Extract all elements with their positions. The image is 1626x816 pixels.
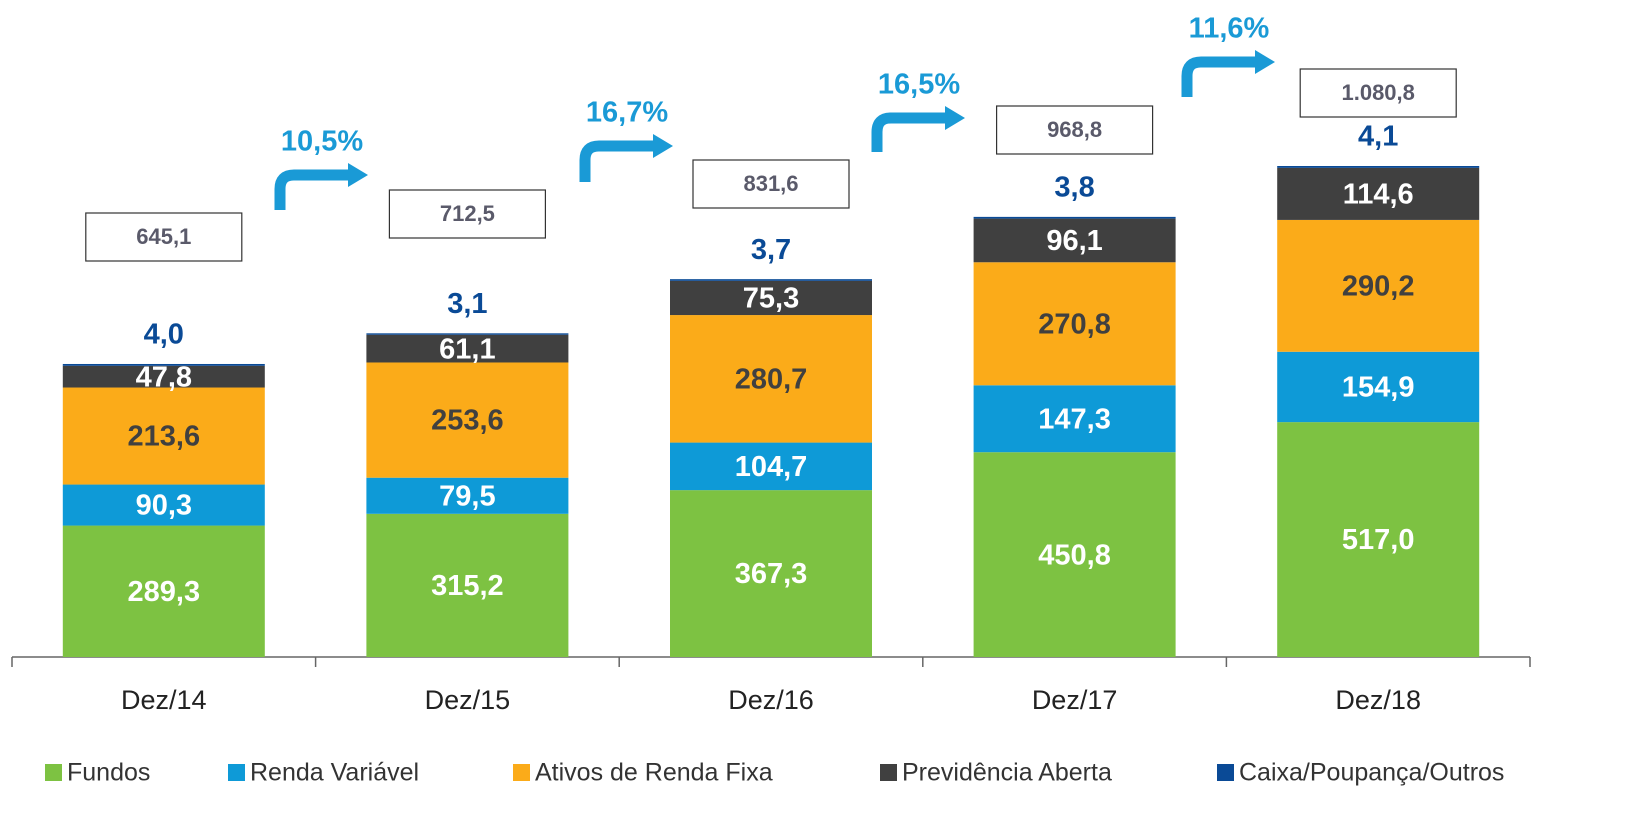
bar-segment — [973, 262, 1176, 386]
data-label: 47,8 — [136, 361, 192, 393]
bar-segment — [1277, 422, 1480, 657]
bar-segment — [1277, 166, 1480, 168]
bar-segment — [1277, 351, 1480, 423]
data-label: 289,3 — [128, 576, 201, 608]
data-label: 90,3 — [136, 490, 192, 522]
data-label: 147,3 — [1038, 403, 1111, 435]
legend-swatch — [45, 764, 62, 781]
bar-segment — [670, 490, 872, 657]
legend-label: Caixa/Poupança/Outros — [1239, 759, 1504, 787]
growth-label: 16,5% — [878, 69, 960, 101]
data-label: 96,1 — [1046, 225, 1102, 257]
bar-segment — [62, 387, 265, 485]
data-label: 213,6 — [128, 421, 201, 453]
data-label: 517,0 — [1342, 524, 1415, 556]
legend-label: Renda Variável — [250, 759, 419, 787]
data-label: 315,2 — [431, 570, 504, 602]
data-label: 104,7 — [735, 451, 808, 483]
bar-segment — [973, 216, 1176, 219]
bar-segment — [670, 315, 872, 443]
total-box — [388, 189, 546, 239]
total-label: 968,8 — [1047, 117, 1102, 142]
total-label: 831,6 — [743, 171, 798, 196]
bar-segment — [366, 362, 569, 478]
legend-label: Fundos — [67, 759, 150, 787]
data-label: 270,8 — [1038, 308, 1111, 340]
x-tick-label: Dez/16 — [728, 685, 814, 715]
growth-arrow — [871, 112, 947, 152]
x-tick-label: Dez/14 — [121, 685, 207, 715]
data-label: 3,8 — [1054, 172, 1094, 204]
legend-swatch — [513, 764, 530, 781]
data-label: 290,2 — [1342, 270, 1415, 302]
bar-segment — [670, 279, 872, 281]
total-label: 645,1 — [136, 224, 191, 249]
data-label: 3,7 — [751, 234, 791, 266]
bar-segment — [973, 385, 1176, 453]
x-tick-label: Dez/17 — [1032, 685, 1118, 715]
legend-label: Previdência Aberta — [902, 759, 1112, 787]
bar-segment — [1277, 219, 1480, 352]
x-tick-label: Dez/15 — [425, 685, 511, 715]
bar-segment — [670, 442, 872, 491]
arrow-head — [945, 106, 965, 130]
legend-swatch — [880, 764, 897, 781]
data-label: 253,6 — [431, 405, 504, 437]
data-label: 3,1 — [447, 288, 487, 320]
bar-segment — [62, 365, 265, 388]
bar-segment — [62, 525, 265, 657]
total-box — [692, 159, 850, 209]
data-label: 4,0 — [144, 319, 184, 351]
arrow-head — [653, 134, 673, 158]
legend-label: Ativos de Renda Fixa — [535, 759, 773, 787]
data-label: 75,3 — [743, 283, 799, 315]
growth-label: 10,5% — [281, 126, 363, 158]
bar-segment — [366, 334, 569, 363]
legend-swatch — [228, 764, 245, 781]
bar-segment — [1277, 167, 1480, 220]
growth-arrow — [579, 140, 655, 182]
data-label: 280,7 — [735, 363, 808, 395]
data-label: 4,1 — [1358, 121, 1398, 153]
total-box — [85, 212, 243, 262]
arrow-head — [1255, 50, 1275, 74]
total-label: 712,5 — [440, 201, 495, 226]
arrow-head — [348, 163, 368, 187]
bar-segment — [366, 513, 569, 657]
growth-label: 11,6% — [1189, 13, 1270, 45]
growth-label: 16,7% — [586, 97, 668, 129]
x-tick-label: Dez/18 — [1335, 685, 1421, 715]
bar-segment — [670, 280, 872, 316]
data-label: 154,9 — [1342, 372, 1415, 404]
growth-arrow — [274, 169, 350, 210]
bar-segment — [366, 477, 569, 514]
bar-segment — [973, 452, 1176, 657]
data-label: 79,5 — [439, 480, 495, 512]
data-label: 114,6 — [1343, 179, 1414, 211]
data-label: 450,8 — [1038, 539, 1111, 571]
data-label: 61,1 — [439, 333, 495, 365]
bar-segment — [973, 218, 1176, 263]
bar-segment — [366, 333, 569, 335]
total-box — [995, 105, 1154, 155]
legend-swatch — [1217, 764, 1234, 781]
bar-segment — [62, 363, 265, 366]
data-label: 367,3 — [735, 558, 808, 590]
total-label: 1.080,8 — [1341, 80, 1414, 105]
growth-arrow — [1181, 56, 1257, 97]
bar-segment — [62, 484, 265, 526]
total-box — [1299, 68, 1457, 118]
